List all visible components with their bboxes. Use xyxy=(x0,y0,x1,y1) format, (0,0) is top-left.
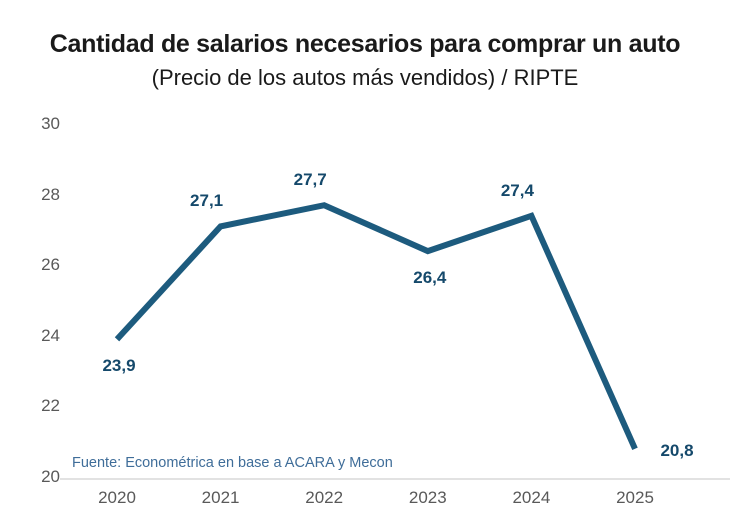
x-axis-tick-label: 2024 xyxy=(512,488,551,507)
y-axis-tick-label: 22 xyxy=(41,396,60,416)
x-axis-tick-label: 2021 xyxy=(201,488,240,507)
data-point-label: 23,9 xyxy=(102,356,136,376)
y-axis-tick-label: 24 xyxy=(41,325,60,345)
x-axis-line xyxy=(60,478,730,480)
data-point-label: 27,7 xyxy=(293,170,327,190)
x-axis-tick-label: 2022 xyxy=(305,488,344,507)
data-point-label: 20,8 xyxy=(660,440,694,460)
y-axis-ticks: 20 22 24 26 28 30 xyxy=(14,0,60,532)
data-point-label: 27,4 xyxy=(500,180,534,200)
y-axis-tick-label: 20 xyxy=(41,467,60,486)
data-series-line xyxy=(114,202,638,451)
chart-subtitle: (Precio de los autos más vendidos) / RIP… xyxy=(151,64,579,90)
page-title: Cantidad de salarios necesarios para com… xyxy=(49,30,681,58)
x-axis-tick-label: 2020 xyxy=(98,488,136,507)
chart-header: Cantidad de salarios necesarios para com… xyxy=(0,0,730,91)
y-axis-tick-label: 26 xyxy=(41,255,60,275)
y-axis-tick-label: 30 xyxy=(41,114,60,133)
source-note: Fuente: Econométrica en base a ACARA y M… xyxy=(72,455,393,471)
data-point-label: 26,4 xyxy=(413,268,447,288)
x-axis-tick-label: 2025 xyxy=(616,488,654,507)
data-point-label: 27,1 xyxy=(190,191,224,211)
x-axis-tick-label: 2023 xyxy=(408,488,447,507)
y-axis-tick-label: 28 xyxy=(41,184,60,204)
